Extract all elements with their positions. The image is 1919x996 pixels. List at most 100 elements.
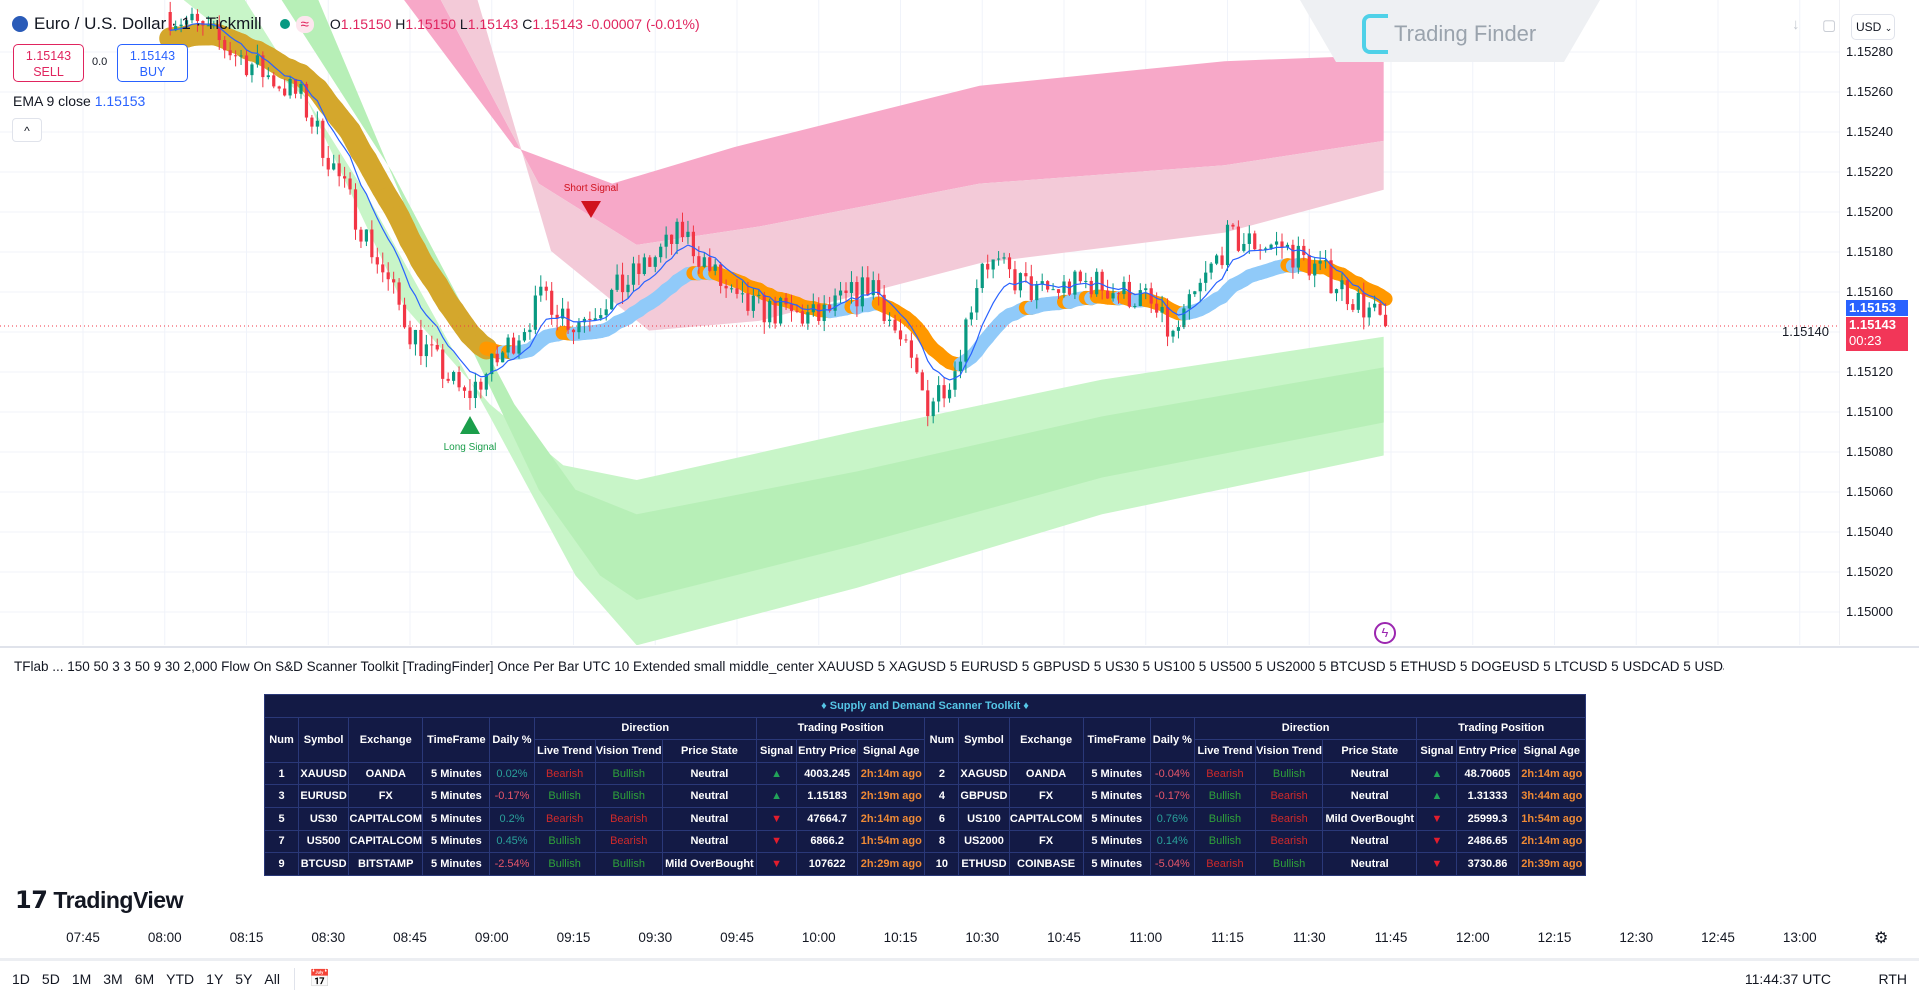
range-6m[interactable]: 6M: [134, 970, 155, 987]
candle: [806, 312, 810, 324]
cell-signal-age: 2h:14m ago: [857, 761, 926, 786]
candle: [190, 13, 194, 21]
candle: [1247, 233, 1251, 244]
date-range-icon[interactable]: 📅: [308, 968, 331, 988]
time-tick: 08:45: [393, 930, 427, 945]
candle: [228, 50, 232, 56]
cell-signal: ▲: [755, 784, 798, 808]
range-all[interactable]: All: [264, 970, 280, 987]
candle: [920, 372, 924, 391]
cell-signal: ▲: [755, 761, 798, 786]
cell-num: 9: [263, 852, 300, 876]
candle: [277, 86, 281, 89]
buy-label: BUY: [139, 65, 166, 79]
cell-daily: 0.2%: [489, 806, 535, 831]
last-price: 1.15143: [1849, 317, 1896, 332]
candle: [424, 344, 428, 357]
candle: [452, 372, 456, 381]
price-tick: 1.15000: [1846, 604, 1893, 619]
cell-signal: ▼: [755, 829, 798, 854]
candle: [375, 257, 379, 265]
candle: [686, 231, 690, 238]
cell-timeframe: 5 Minutes: [1082, 829, 1151, 854]
buy-button[interactable]: 1.15143 BUY: [117, 44, 188, 82]
cell-live-trend: Bullish: [1193, 829, 1257, 854]
supply-zone: [404, 0, 1384, 245]
time-tick: 09:30: [638, 930, 673, 945]
candle: [283, 88, 287, 96]
range-3m[interactable]: 3M: [103, 970, 123, 987]
time-tick: 11:00: [1129, 930, 1163, 945]
arrow-down-icon[interactable]: ↓: [1792, 16, 1800, 33]
candle: [473, 381, 477, 399]
cell-timeframe: 5 Minutes: [422, 852, 491, 876]
candle: [397, 282, 401, 305]
cell-symbol: US500: [298, 829, 350, 854]
price-tick: 1.15140: [1782, 324, 1829, 339]
currency-select[interactable]: USD ⌄: [1851, 14, 1895, 40]
cell-price-state: Neutral: [661, 806, 758, 831]
candle: [735, 288, 739, 294]
settings-icon[interactable]: ⚙: [1874, 930, 1889, 947]
candle: [1176, 327, 1181, 331]
candle: [353, 189, 358, 230]
candle: [631, 263, 636, 285]
cell-timeframe: 5 Minutes: [422, 761, 491, 786]
range-5y[interactable]: 5Y: [235, 970, 253, 987]
ema-legend[interactable]: EMA 9 close 1.15153: [13, 93, 145, 109]
cell-daily: -0.04%: [1149, 761, 1195, 786]
candle: [1002, 257, 1006, 259]
lightning-icon[interactable]: ϟ: [1374, 622, 1396, 644]
cell-timeframe: 5 Minutes: [422, 829, 491, 854]
market-open-icon: [279, 19, 290, 29]
candle: [1144, 288, 1148, 291]
cell-price-state: Neutral: [1322, 761, 1418, 786]
cell-price-state: Neutral: [661, 784, 758, 808]
scanner-title: ♦ Supply and Demand Scanner Toolkit ♦: [264, 694, 1586, 718]
session-toggle[interactable]: RTH: [1878, 970, 1907, 987]
cell-signal-age: 2h:14m ago: [1517, 761, 1587, 786]
cell-vision-trend: Bullish: [1255, 761, 1324, 786]
cell-entry-price: 48.70605: [1456, 761, 1519, 786]
candle: [1018, 273, 1022, 291]
price-tick: 1.15280: [1846, 44, 1893, 59]
group-header: Direction: [1193, 716, 1418, 741]
range-1d[interactable]: 1D: [12, 970, 30, 987]
cell-exchange: OANDA: [1008, 761, 1084, 786]
candle: [615, 274, 619, 290]
trading-finder-mark-icon: [1362, 14, 1388, 54]
cell-daily: 0.45%: [489, 829, 535, 854]
cell-exchange: CAPITALCOM: [348, 829, 424, 854]
collapse-legend-button[interactable]: ^: [12, 118, 42, 142]
pane-divider[interactable]: [0, 646, 1919, 648]
ema-label: EMA 9 close: [13, 93, 91, 109]
clock[interactable]: 11:44:37 UTC: [1744, 970, 1831, 987]
range-1y[interactable]: 1Y: [206, 970, 224, 987]
cell-exchange: CAPITALCOM: [1008, 806, 1084, 831]
column-header: Symbol: [958, 716, 1010, 763]
price-chart[interactable]: Short Signal Long Signal: [0, 0, 1840, 645]
toolbar-divider: [293, 967, 295, 990]
replay-icon[interactable]: ≈: [295, 15, 314, 33]
candle: [909, 340, 913, 358]
candle: [446, 378, 450, 381]
candle: [626, 284, 630, 293]
candle: [1313, 263, 1317, 276]
cell-vision-trend: Bullish: [1255, 852, 1324, 876]
fullscreen-icon[interactable]: ▢: [1822, 17, 1837, 34]
candle: [817, 304, 821, 321]
indicator-legend[interactable]: TFlab ... 150 50 3 3 50 9 30 2,000 Flow …: [14, 659, 1724, 674]
candle: [430, 344, 434, 346]
cell-live-trend: Bearish: [533, 806, 596, 831]
trading-finder-logo: Trading Finder: [1362, 14, 1536, 54]
symbol-title[interactable]: Euro / U.S. Dollar · 1 · Tickmill: [34, 14, 262, 33]
candle: [947, 389, 952, 399]
range-1m[interactable]: 1M: [71, 970, 92, 987]
tradingview-logo[interactable]: 𝟭𝟳 TradingView: [15, 886, 183, 915]
candle: [620, 274, 625, 293]
range-5d[interactable]: 5D: [41, 970, 60, 987]
cell-exchange: FX: [348, 784, 424, 808]
time-tick: 11:30: [1292, 930, 1326, 945]
sell-button[interactable]: 1.15143 SELL: [13, 44, 84, 82]
range-ytd[interactable]: YTD: [166, 970, 195, 987]
